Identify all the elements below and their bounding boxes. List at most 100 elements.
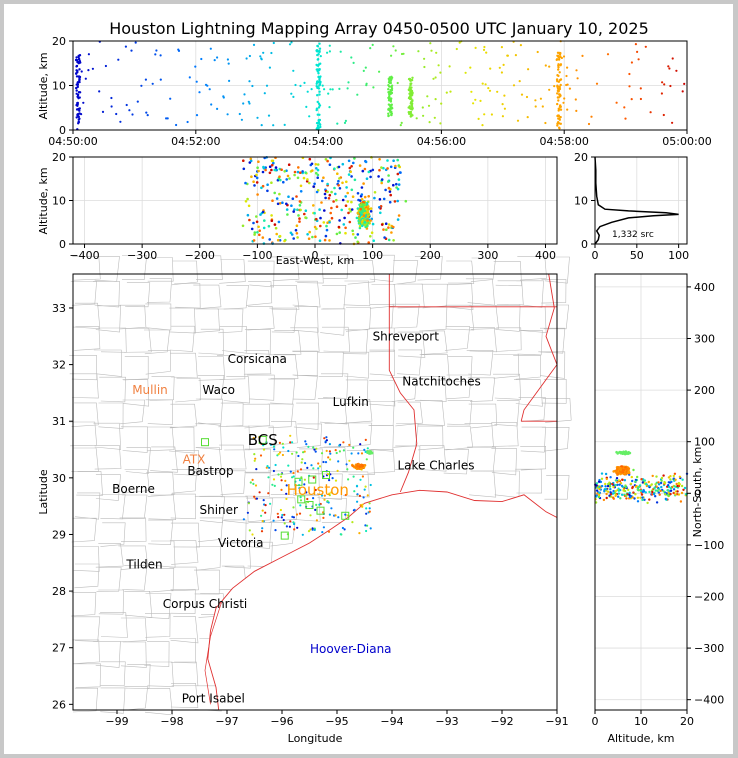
alt-time-source — [378, 70, 381, 73]
alt-ew-source — [369, 235, 372, 238]
alt-ew-source — [324, 196, 327, 200]
city-label: Bastrop — [187, 464, 233, 478]
county-cell — [198, 356, 226, 381]
county-cell — [100, 494, 126, 520]
alt-time-source — [644, 45, 647, 48]
county-cell — [223, 285, 249, 310]
county-cell — [321, 285, 347, 310]
map-source — [368, 510, 371, 513]
ns-alt-source — [633, 497, 636, 500]
ns-alt-ytick-label: 100 — [694, 436, 715, 449]
map-ytick-label: 33 — [52, 302, 66, 315]
alt-ew-xtick-label: −200 — [185, 249, 215, 262]
county-cell — [145, 399, 173, 426]
county-cell — [514, 379, 543, 407]
map-source — [343, 528, 346, 531]
alt-time-source — [501, 115, 504, 118]
ns-alt-source — [625, 497, 628, 500]
alt-ew-source — [382, 228, 385, 231]
alt-ew-source — [404, 199, 408, 203]
map-source — [348, 459, 351, 462]
figure-panel: Houston Lightning Mapping Array 0450-050… — [4, 4, 733, 754]
alt-ew-source — [333, 167, 336, 170]
county-cell — [292, 375, 318, 400]
alt-hist-ytick-label: 20 — [574, 151, 588, 164]
alt-ew-cluster-source — [366, 211, 370, 214]
map-source — [346, 514, 349, 517]
alt-time-burst-source — [318, 47, 322, 50]
county-cell — [169, 426, 195, 454]
alt-time-burst-source — [319, 62, 322, 65]
alt-ew-cluster-source — [362, 207, 366, 211]
map-source — [305, 443, 308, 446]
ns-alt-source — [672, 488, 676, 491]
county-cell — [494, 470, 520, 498]
map-ytick-label: 30 — [52, 472, 66, 485]
alt-ew-ytick-label: 0 — [59, 238, 66, 251]
city-label: Shiner — [200, 503, 239, 517]
county-cell — [121, 255, 148, 281]
padre-island — [204, 602, 222, 705]
ns-alt-source — [614, 493, 617, 496]
alt-ew-cluster-source — [359, 207, 363, 211]
alt-ew-source — [291, 197, 295, 200]
alt-ew-source — [256, 193, 259, 196]
county-cell — [342, 471, 370, 498]
alt-time-source — [534, 99, 537, 102]
alt-ew-source — [380, 166, 383, 169]
ns-alt-source — [650, 483, 653, 486]
alt-time-source — [319, 55, 322, 58]
map-xtick-label: −94 — [380, 715, 403, 728]
ns-alt-source — [669, 475, 672, 478]
ns-alt-source — [617, 479, 621, 482]
alt-time-burst-source — [558, 117, 561, 120]
ns-alt-source — [655, 485, 658, 488]
map-source — [357, 452, 360, 455]
alt-time-source — [98, 90, 101, 93]
ns-alt-source — [648, 498, 651, 501]
alt-ew-source — [292, 237, 296, 240]
alt-time-source — [159, 54, 162, 57]
county-cell — [542, 256, 570, 284]
alt-ew-source — [275, 232, 279, 236]
alt-ew-source — [252, 221, 255, 225]
alt-ew-source — [278, 239, 282, 242]
ns-alt-source — [620, 493, 624, 496]
alt-ew-cluster-source — [363, 211, 367, 215]
lma-station-marker — [341, 511, 350, 520]
map-source — [299, 468, 303, 471]
alt-time-burst-source — [389, 104, 392, 107]
city-label: Shreveport — [373, 329, 440, 343]
ns-alt-source — [606, 484, 610, 488]
map-source — [337, 460, 340, 463]
map-source — [329, 458, 332, 461]
county-cell — [270, 256, 300, 281]
alt-ew-source — [328, 239, 331, 242]
alt-time-burst-source — [316, 124, 320, 127]
map-source — [307, 530, 311, 533]
county-cell — [122, 686, 148, 711]
alt-time-burst-source — [556, 85, 559, 89]
county-cell — [149, 540, 176, 568]
alt-ew-source — [308, 230, 312, 234]
map-source — [291, 515, 294, 518]
map-source — [272, 478, 276, 481]
alt-time-source — [110, 96, 113, 100]
alt-time-source — [548, 88, 551, 91]
county-cell — [93, 281, 120, 308]
ns-alt-source — [627, 488, 630, 491]
map-source — [298, 479, 302, 482]
alt-ew-cluster-source — [358, 226, 362, 230]
alt-time-burst-source — [77, 118, 81, 121]
map-source — [261, 527, 264, 530]
alt-ew-source — [299, 190, 303, 193]
alt-time-source — [634, 43, 638, 46]
alt-time-ytick-label: 0 — [59, 124, 66, 137]
alt-time-burst-source — [556, 102, 559, 106]
map-source — [248, 529, 251, 532]
ns-alt-source — [672, 477, 675, 480]
alt-time-source — [252, 43, 256, 47]
alt-ew-source — [278, 175, 281, 178]
map-source — [318, 503, 321, 506]
map-source — [274, 529, 277, 532]
